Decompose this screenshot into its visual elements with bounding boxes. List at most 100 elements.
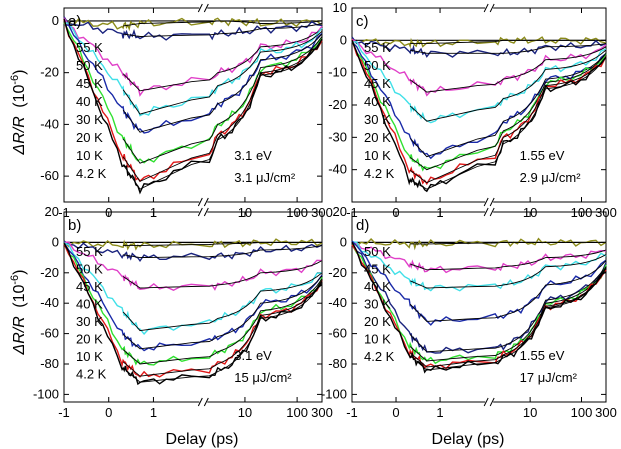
panel-label: c)	[356, 13, 369, 30]
y-tick-label: 0	[340, 32, 347, 47]
fit-line	[122, 38, 323, 190]
temperature-label: 10 K	[76, 349, 103, 364]
fluence-label: 15 μJ/cm²	[234, 370, 292, 385]
temperature-label: 20 K	[364, 314, 391, 329]
axis-break-mark	[203, 207, 209, 217]
photon-energy-label: 3.1 eV	[234, 148, 272, 163]
panel-3: -1 0 1 10 100 300 20 0 -20 -40 -60 -80 -100 d) 50 K 45 …	[321, 204, 617, 420]
x-tick-label: 1	[436, 405, 443, 420]
x-axis-title-left: Delay (ps)	[166, 431, 239, 448]
temperature-label: 30 K	[76, 112, 103, 127]
temperature-label: 45 K	[364, 262, 391, 277]
y-tick-label: 0	[340, 234, 347, 249]
x-tick-label: 10	[523, 405, 537, 420]
axis-break-mark	[489, 207, 495, 217]
fit-line	[409, 267, 607, 368]
series-line	[351, 36, 607, 58]
series-line	[63, 241, 323, 291]
temperature-label: 45 K	[76, 76, 103, 91]
x-tick-label: 100	[286, 405, 308, 420]
panel-label: d)	[356, 217, 369, 234]
panel-label: b)	[68, 217, 81, 234]
x-tick-label: 0	[105, 405, 112, 420]
temperature-label: 4.2 K	[364, 166, 395, 181]
y-tick-label: -20	[40, 265, 59, 280]
fit-line	[409, 264, 607, 353]
fit-line	[122, 281, 323, 383]
fit-line	[409, 260, 607, 322]
axis-break-mask	[485, 207, 494, 217]
temperature-label: 20 K	[364, 130, 391, 145]
series-line	[63, 16, 323, 41]
temperature-label: 40 K	[364, 94, 391, 109]
y-tick-label: 0	[52, 234, 59, 249]
axis-break-mark	[203, 397, 209, 407]
axis-break-mask	[485, 397, 494, 407]
y-title-close-b: )	[11, 270, 28, 275]
series-line	[63, 238, 323, 251]
x-tick-label: 1	[150, 405, 157, 420]
fit-line	[409, 56, 607, 184]
axis-break-mark	[483, 197, 489, 207]
temperature-label: 55 K	[76, 244, 103, 259]
photon-energy-label: 3.1 eV	[234, 348, 272, 363]
series-line	[351, 241, 607, 374]
y-title-close: )	[11, 70, 28, 75]
y-title-exp: -6	[9, 75, 21, 85]
photon-energy-label: 1.55 eV	[520, 148, 565, 163]
plot-frame	[63, 211, 323, 403]
axis-break-mark	[197, 3, 203, 13]
y-title-unit-b: (10	[11, 285, 28, 308]
y-tick-label: -10	[328, 65, 347, 80]
x-axis-title-right: Delay (ps)	[432, 431, 505, 448]
axis-break-mask	[199, 3, 208, 13]
svg-text:ΔR/R (10-6): ΔR/R (10-6)	[9, 70, 28, 156]
x-tick-label: -1	[346, 405, 358, 420]
temperature-label: 10 K	[76, 148, 103, 163]
temperature-label: 55 K	[364, 40, 391, 55]
fit-line	[122, 275, 323, 350]
fluence-label: 2.9 μJ/cm²	[520, 170, 582, 185]
y-tick-label: 20	[45, 204, 59, 219]
y-tick-label: -30	[328, 129, 347, 144]
axis-break-mark	[197, 207, 203, 217]
fit-line	[122, 260, 323, 289]
panel-0: -101101003000-20-40-60a)55 K50 K45 K40 K…	[40, 3, 333, 220]
series-line	[63, 242, 323, 335]
axis-break-mark	[203, 3, 209, 13]
fit-line	[123, 23, 323, 37]
fit-line	[410, 249, 607, 271]
y-tick-label: -20	[328, 265, 347, 280]
fit-line	[410, 43, 607, 54]
series-line	[351, 237, 607, 251]
fit-line	[409, 266, 607, 362]
y-title-unit: (10	[11, 85, 28, 108]
fit-line	[122, 272, 323, 332]
fit-line	[409, 46, 607, 93]
fit-line	[122, 278, 323, 365]
axis-break-mark	[203, 197, 209, 207]
temperature-label: 4.2 K	[364, 349, 395, 364]
y-tick-label: 10	[333, 0, 347, 15]
axis-break-mask	[199, 397, 208, 407]
axis-break-mask	[485, 3, 494, 13]
series-line	[63, 23, 323, 134]
fit-line	[409, 56, 607, 190]
y-tick-label: -20	[40, 65, 59, 80]
fit-line	[409, 49, 607, 122]
axis-break-mask	[199, 207, 208, 217]
axis-break-mark	[197, 397, 203, 407]
y-axis-title-top: ΔR/R (10-6)	[9, 70, 28, 156]
axis-break-mark	[489, 397, 495, 407]
fit-line	[409, 267, 607, 371]
temperature-label: 50 K	[76, 262, 103, 277]
plot-frame	[351, 211, 607, 403]
fit-line	[410, 241, 606, 245]
y-tick-label: -40	[40, 295, 59, 310]
temperature-label: 45 K	[364, 76, 391, 91]
y-tick-label: -60	[40, 168, 59, 183]
series-line	[351, 39, 607, 186]
fit-line	[122, 36, 323, 164]
y-tick-label: -40	[40, 116, 59, 131]
